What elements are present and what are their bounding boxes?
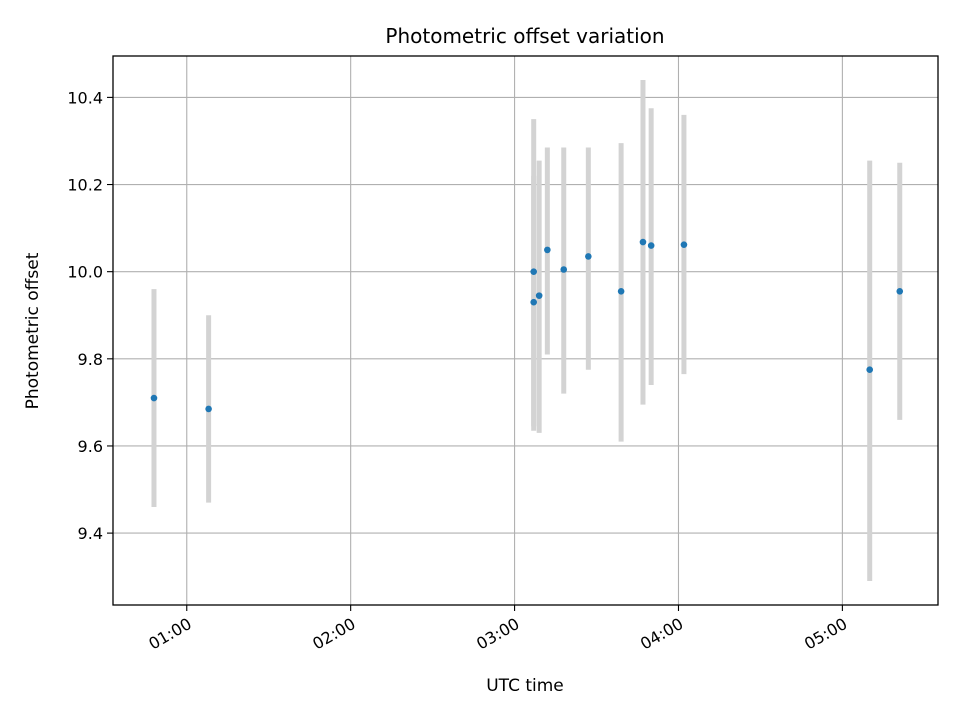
y-tick-label: 10.2 [67, 176, 103, 195]
data-point [560, 266, 568, 273]
x-axis-label: UTC time [486, 676, 564, 696]
data-point [647, 242, 655, 249]
data-point [866, 366, 874, 374]
data-point [530, 268, 537, 275]
data-point [617, 287, 625, 295]
data-point [150, 394, 158, 402]
data-point [544, 246, 551, 254]
y-tick-label: 10.0 [67, 263, 103, 282]
grid-layer [113, 56, 938, 605]
tick-layer: 01:00 02:00 03:00 04:00 05:009.49.69.810.010… [67, 88, 850, 653]
data-point [585, 253, 592, 260]
data-point [680, 241, 688, 248]
data-point [639, 238, 647, 246]
marker-layer [150, 238, 904, 413]
data-point [535, 292, 543, 299]
y-tick-label: 9.8 [78, 350, 103, 369]
y-tick-label: 9.6 [78, 437, 103, 456]
data-point [205, 405, 212, 413]
plot-frame [112, 55, 939, 606]
data-point [530, 298, 537, 306]
data-point [896, 287, 904, 295]
y-tick-label: 9.4 [78, 524, 103, 543]
y-axis-label: Photometric offset [23, 252, 43, 409]
chart-title: Photometric offset variation [385, 24, 664, 48]
y-tick-label: 10.4 [67, 88, 103, 107]
